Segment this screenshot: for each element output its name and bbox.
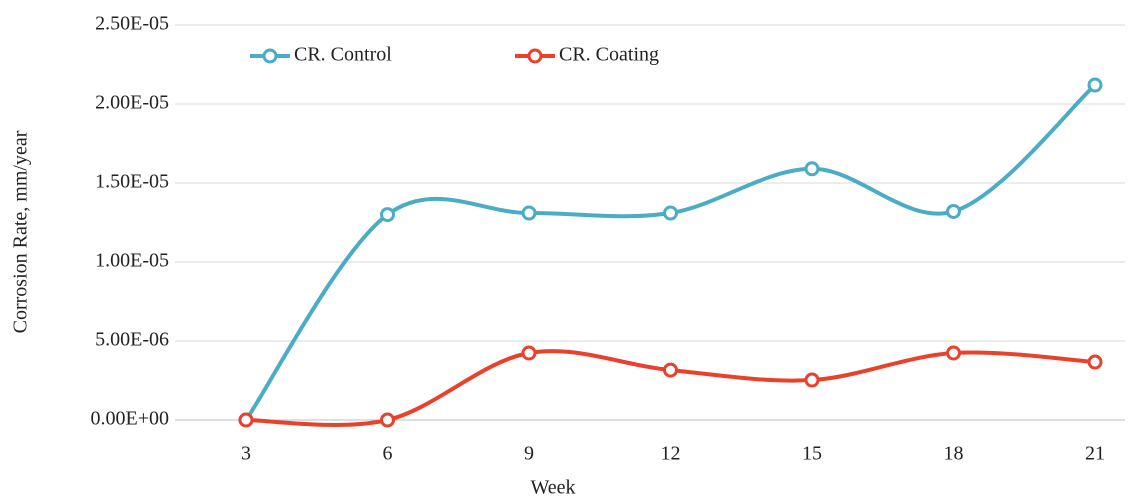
series-line — [244, 349, 1097, 427]
x-tick-label: 9 — [524, 443, 534, 465]
legend-label: CR. Control — [294, 44, 392, 66]
y-tick-label: 0.00E+00 — [91, 408, 170, 430]
legend-marker — [527, 48, 543, 64]
x-tick-label: 15 — [802, 443, 822, 465]
y-axis-label: Corrosion Rate, mm/year — [10, 130, 32, 333]
x-tick-label: 21 — [1085, 443, 1105, 465]
x-tick-label: 3 — [241, 443, 251, 465]
y-tick-label: 5.00E-06 — [95, 329, 169, 351]
legend-marker — [262, 48, 278, 64]
x-axis-label: Week — [530, 477, 575, 499]
marker — [521, 345, 537, 361]
marker — [946, 345, 961, 361]
marker — [804, 372, 820, 388]
marker — [663, 205, 678, 221]
x-tick-label: 12 — [661, 443, 681, 465]
marker — [521, 205, 537, 221]
marker — [663, 362, 678, 378]
y-tick-label: 1.00E-05 — [95, 250, 169, 272]
marker — [380, 207, 395, 223]
marker — [238, 412, 254, 428]
marker — [946, 203, 961, 219]
marker — [1087, 77, 1103, 93]
y-tick-label: 1.50E-05 — [95, 171, 169, 193]
marker — [1087, 354, 1103, 370]
legend-label: CR. Coating — [559, 44, 659, 66]
y-tick-label: 2.00E-05 — [95, 92, 169, 114]
x-tick-label: 18 — [944, 443, 964, 465]
marker — [380, 412, 395, 428]
marker — [804, 161, 820, 177]
y-tick-label: 2.50E-05 — [95, 13, 169, 35]
x-tick-label: 6 — [383, 443, 393, 465]
